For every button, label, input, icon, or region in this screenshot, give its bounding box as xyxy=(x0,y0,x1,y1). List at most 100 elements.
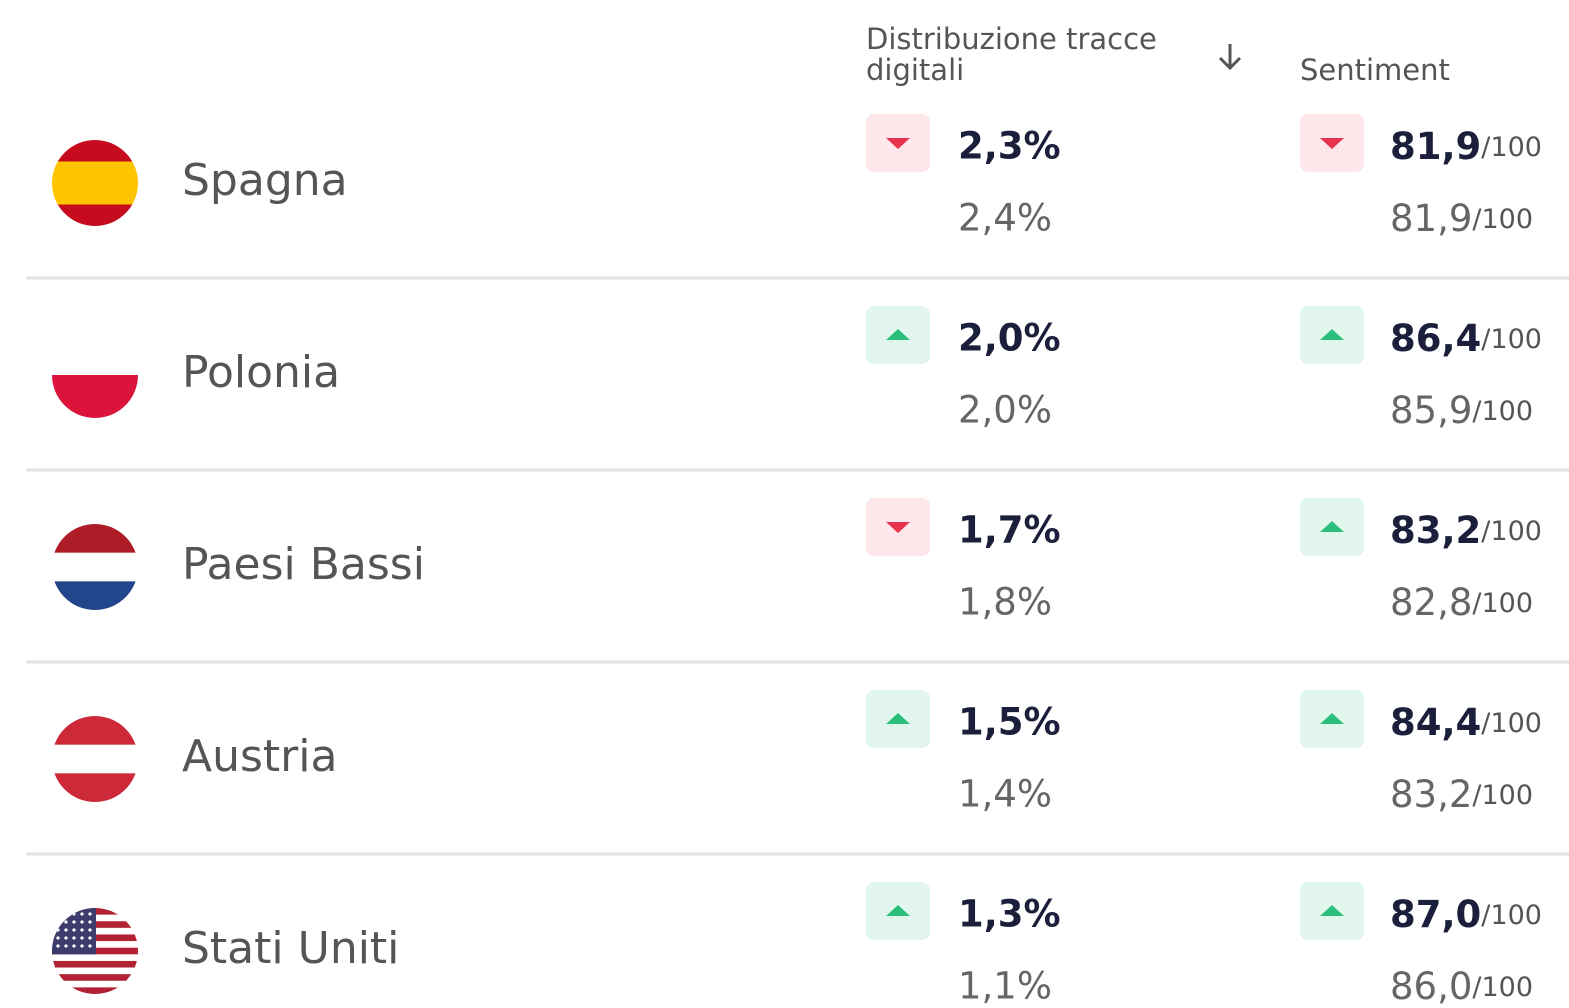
sentiment-previous: 82,8/100 xyxy=(1390,581,1533,624)
flag-clip xyxy=(52,716,138,802)
sentiment-suffix: /100 xyxy=(1481,324,1542,355)
flag-band xyxy=(52,581,138,610)
sentiment-value: 84,4/100 xyxy=(1390,701,1542,744)
sentiment-suffix: /100 xyxy=(1472,204,1533,235)
sentiment-number: 83,2 xyxy=(1390,509,1481,552)
flag xyxy=(52,524,138,610)
dist-previous: 2,4% xyxy=(958,197,1052,240)
dist-value: 2,0% xyxy=(958,317,1061,360)
flag-band xyxy=(52,332,138,376)
flag-star xyxy=(56,912,60,916)
flag-star xyxy=(56,944,60,948)
sentiment-suffix: /100 xyxy=(1472,396,1533,427)
flag-band xyxy=(52,161,138,205)
dist-value: 1,5% xyxy=(958,701,1061,744)
flag-star xyxy=(64,912,68,916)
flag-star xyxy=(64,928,68,932)
flag-star xyxy=(56,920,60,924)
sentiment-value: 83,2/100 xyxy=(1390,509,1542,552)
sentiment-number: 83,2 xyxy=(1390,773,1472,816)
sentiment-suffix: /100 xyxy=(1481,132,1542,163)
flag-star xyxy=(64,920,68,924)
sentiment-value: 86,4/100 xyxy=(1390,317,1542,360)
sentiment-previous: 81,9/100 xyxy=(1390,197,1533,240)
country-name: Polonia xyxy=(182,347,340,398)
flag-star xyxy=(88,912,92,916)
flag-clip xyxy=(52,524,138,610)
sentiment-suffix: /100 xyxy=(1481,708,1542,739)
flag-star xyxy=(80,928,84,932)
flag-band xyxy=(52,716,138,746)
flag-band xyxy=(52,375,138,418)
flag-stripe xyxy=(52,967,138,975)
flag-stripe xyxy=(52,954,138,962)
sentiment-number: 84,4 xyxy=(1390,701,1481,744)
sentiment-number: 86,0 xyxy=(1390,965,1472,1008)
flag-star xyxy=(72,936,76,940)
flag-star xyxy=(88,928,92,932)
sentiment-number: 87,0 xyxy=(1390,893,1481,936)
sentiment-number: 81,9 xyxy=(1390,125,1481,168)
column-header: Sentiment xyxy=(1300,53,1450,87)
sentiment-suffix: /100 xyxy=(1472,972,1533,1003)
sentiment-value: 87,0/100 xyxy=(1390,893,1542,936)
trend-icon xyxy=(1320,329,1344,340)
flag-stripe xyxy=(52,980,138,988)
flag-band xyxy=(52,744,138,774)
trend-icon xyxy=(1320,713,1344,724)
sort-arrow[interactable] xyxy=(1218,44,1242,71)
flag-star xyxy=(80,936,84,940)
column-header: Distribuzione tracce digitali xyxy=(866,22,1157,87)
dist-previous: 2,0% xyxy=(958,389,1052,432)
flag xyxy=(52,140,138,226)
country-name: Spagna xyxy=(182,155,348,206)
country-name: Austria xyxy=(182,731,337,782)
sentiment-number: 81,9 xyxy=(1390,197,1472,240)
flag-star xyxy=(72,912,76,916)
flag-star xyxy=(72,944,76,948)
flag-star xyxy=(88,936,92,940)
flag-star xyxy=(56,928,60,932)
column-header-line: Distribuzione tracce xyxy=(866,22,1157,56)
sentiment-previous: 85,9/100 xyxy=(1390,389,1533,432)
flag-band xyxy=(52,524,138,554)
flag-band xyxy=(52,552,138,582)
flag-band xyxy=(52,773,138,802)
dist-value: 2,3% xyxy=(958,125,1061,168)
trend-icon xyxy=(886,713,910,724)
flag-star xyxy=(88,920,92,924)
country-name: Stati Uniti xyxy=(182,923,399,974)
flag-star xyxy=(64,944,68,948)
flag-star xyxy=(80,944,84,948)
trend-icon xyxy=(1320,521,1344,532)
trend-icon xyxy=(886,138,910,149)
flag xyxy=(52,332,138,418)
trend-icon xyxy=(886,329,910,340)
sentiment-number: 86,4 xyxy=(1390,317,1481,360)
flag xyxy=(52,716,138,802)
dist-value: 1,3% xyxy=(958,893,1061,936)
sentiment-number: 82,8 xyxy=(1390,581,1472,624)
flag-star xyxy=(64,936,68,940)
flag-clip xyxy=(52,908,138,994)
flag-star xyxy=(72,928,76,932)
trend-icon xyxy=(1320,905,1344,916)
flag-stripe xyxy=(52,960,138,969)
sentiment-suffix: /100 xyxy=(1481,900,1542,931)
column-header-line: digitali xyxy=(866,53,964,87)
sentiment-suffix: /100 xyxy=(1481,516,1542,547)
trend-icon xyxy=(886,522,910,533)
flag-star xyxy=(72,920,76,924)
dist-value: 1,7% xyxy=(958,509,1061,552)
trend-icon xyxy=(886,905,910,916)
dist-previous: 1,1% xyxy=(958,965,1052,1008)
sentiment-previous: 86,0/100 xyxy=(1390,965,1533,1008)
dist-previous: 1,4% xyxy=(958,773,1052,816)
flag-stripe xyxy=(52,974,138,982)
flag-stripe xyxy=(52,987,138,994)
flag-clip xyxy=(52,332,138,418)
flag xyxy=(52,908,138,994)
flag-star xyxy=(88,944,92,948)
